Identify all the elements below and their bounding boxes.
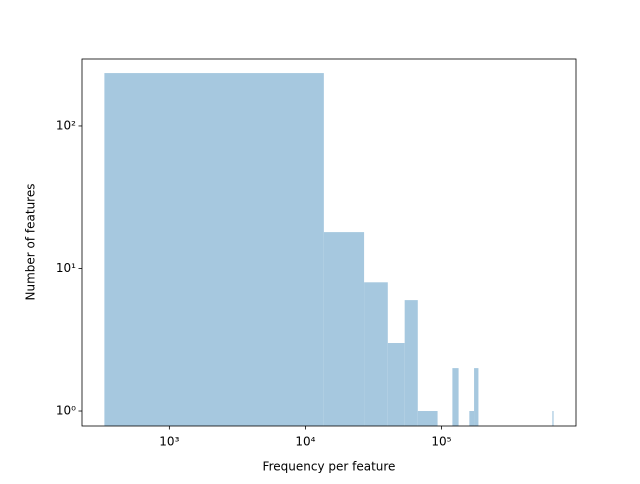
x-tick-label: 10³ bbox=[159, 435, 179, 449]
y-tick-label: 10⁰ bbox=[56, 404, 76, 418]
x-tick-label: 10⁴ bbox=[295, 435, 315, 449]
bar bbox=[552, 411, 554, 426]
bar bbox=[323, 232, 365, 426]
bar bbox=[404, 300, 418, 426]
bar bbox=[417, 411, 429, 426]
plot-frame bbox=[81, 58, 577, 427]
bar bbox=[474, 368, 479, 426]
bar bbox=[387, 343, 405, 426]
y-tick-label: 10² bbox=[56, 118, 76, 132]
x-tick-label: 10⁵ bbox=[431, 435, 451, 449]
y-axis-label: Number of features bbox=[24, 184, 38, 301]
bar bbox=[364, 282, 388, 426]
bar bbox=[452, 368, 459, 426]
bar bbox=[469, 411, 475, 426]
bar bbox=[104, 73, 324, 426]
y-tick-label: 10¹ bbox=[56, 261, 76, 275]
x-axis-label: Frequency per feature bbox=[263, 460, 396, 474]
bar bbox=[428, 411, 438, 426]
